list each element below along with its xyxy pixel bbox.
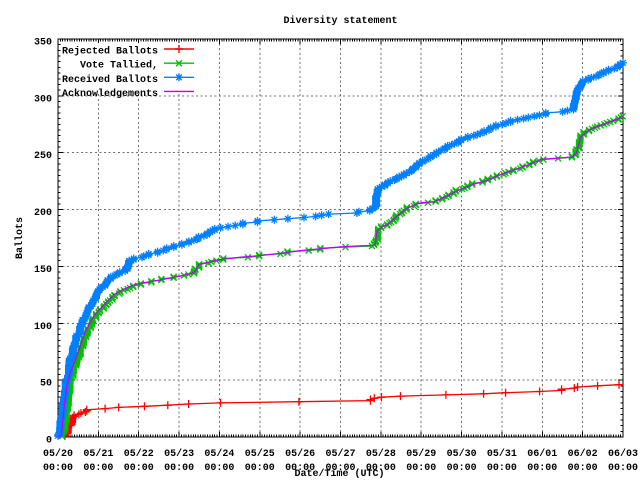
svg-text:Received Ballots: Received Ballots bbox=[62, 74, 158, 86]
svg-text:300: 300 bbox=[34, 94, 52, 105]
svg-text:00:00: 00:00 bbox=[164, 463, 194, 474]
svg-text:00:00: 00:00 bbox=[608, 463, 638, 474]
svg-text:Diversity statement: Diversity statement bbox=[283, 15, 397, 27]
svg-text:00:00: 00:00 bbox=[447, 463, 477, 474]
svg-text:350: 350 bbox=[34, 38, 52, 49]
svg-text:100: 100 bbox=[34, 322, 52, 333]
svg-text:05/28: 05/28 bbox=[366, 448, 396, 460]
svg-text:Date/Time (UTC): Date/Time (UTC) bbox=[294, 468, 384, 480]
svg-text:Rejected Ballots: Rejected Ballots bbox=[62, 46, 158, 58]
svg-text:00:00: 00:00 bbox=[285, 463, 315, 474]
svg-text:50: 50 bbox=[40, 379, 52, 390]
svg-text:06/03: 06/03 bbox=[608, 448, 638, 460]
svg-text:05/24: 05/24 bbox=[204, 448, 234, 460]
svg-text:250: 250 bbox=[34, 151, 52, 162]
svg-text:05/31: 05/31 bbox=[487, 448, 517, 460]
svg-text:00:00: 00:00 bbox=[527, 463, 557, 474]
svg-text:00:00: 00:00 bbox=[124, 463, 154, 474]
svg-text:Ballots: Ballots bbox=[14, 217, 26, 259]
svg-text:Acknowledgements: Acknowledgements bbox=[62, 88, 158, 100]
svg-text:150: 150 bbox=[34, 265, 52, 276]
svg-text:00:00: 00:00 bbox=[83, 463, 113, 474]
svg-text:05/25: 05/25 bbox=[245, 448, 275, 460]
svg-text:00:00: 00:00 bbox=[204, 463, 234, 474]
svg-text:05/21: 05/21 bbox=[83, 448, 113, 460]
svg-text:00:00: 00:00 bbox=[487, 463, 517, 474]
svg-text:05/23: 05/23 bbox=[164, 448, 194, 460]
svg-text:05/30: 05/30 bbox=[447, 448, 477, 460]
svg-text:0: 0 bbox=[46, 436, 52, 447]
svg-text:06/01: 06/01 bbox=[527, 448, 557, 460]
svg-text:00:00: 00:00 bbox=[325, 463, 355, 474]
svg-text:00:00: 00:00 bbox=[366, 463, 396, 474]
svg-text:Vote Tallied,: Vote Tallied, bbox=[80, 60, 158, 72]
svg-text:05/29: 05/29 bbox=[406, 448, 436, 460]
svg-text:06/02: 06/02 bbox=[568, 448, 598, 460]
svg-text:200: 200 bbox=[34, 208, 52, 219]
svg-text:05/27: 05/27 bbox=[325, 448, 355, 460]
svg-text:05/20: 05/20 bbox=[43, 448, 73, 460]
svg-text:05/26: 05/26 bbox=[285, 448, 315, 460]
svg-text:00:00: 00:00 bbox=[568, 463, 598, 474]
svg-text:00:00: 00:00 bbox=[406, 463, 436, 474]
svg-text:05/22: 05/22 bbox=[124, 448, 154, 460]
svg-text:00:00: 00:00 bbox=[43, 463, 73, 474]
svg-text:00:00: 00:00 bbox=[245, 463, 275, 474]
